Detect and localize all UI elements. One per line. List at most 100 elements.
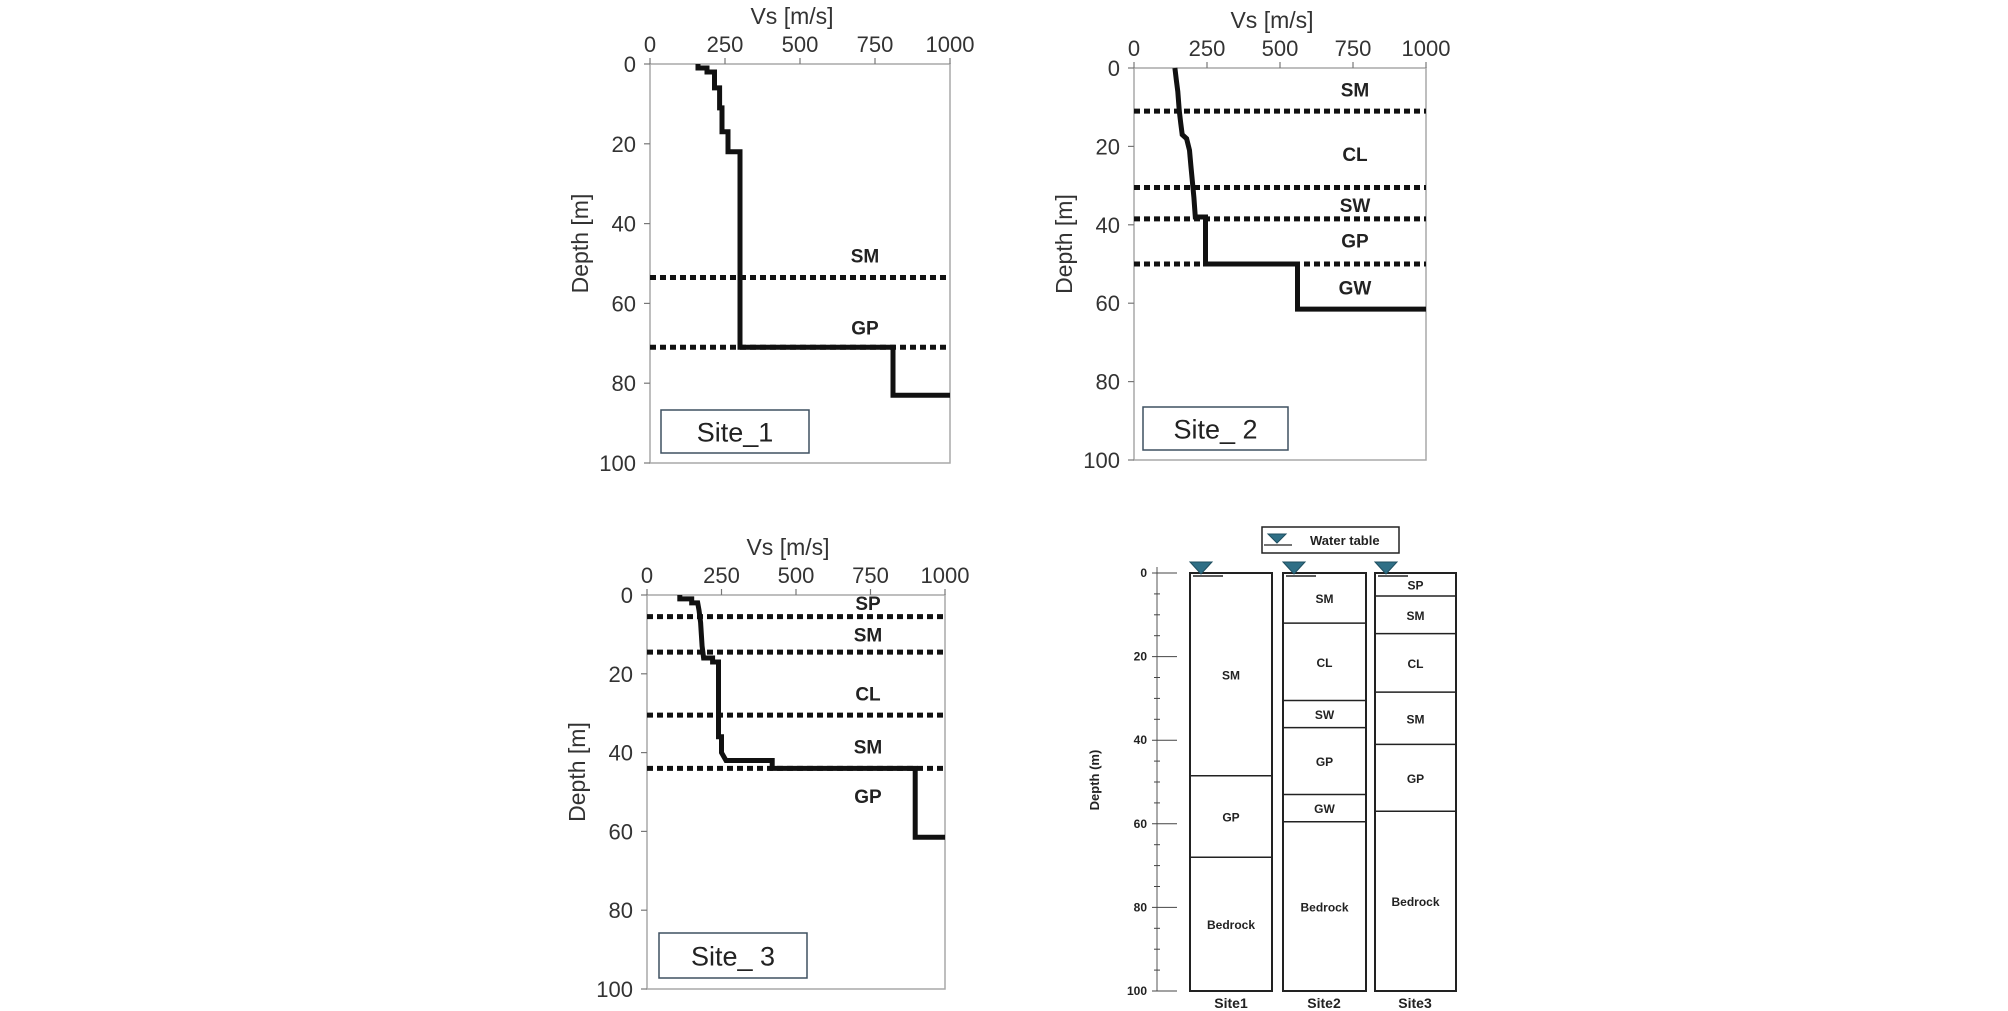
x-tick-label: 0 xyxy=(1128,36,1140,61)
soil-layer-label: SM xyxy=(1222,668,1240,682)
x-tick-label: 1000 xyxy=(926,32,975,57)
layer-label: CL xyxy=(1342,145,1368,166)
soil-layer-label: SP xyxy=(1407,578,1423,592)
soil-layer-label: GP xyxy=(1407,772,1424,786)
layer-label: SM xyxy=(1341,81,1370,102)
plot-frame xyxy=(649,63,951,464)
column-label: Site1 xyxy=(1214,995,1248,1011)
layer-label: GW xyxy=(1339,279,1372,300)
soil-layer-label: Bedrock xyxy=(1391,895,1439,909)
y-tick-label: 80 xyxy=(612,371,636,396)
column-label: Site3 xyxy=(1398,995,1432,1011)
water-table-icon xyxy=(1266,533,1288,544)
y-axis-label: Depth [m] xyxy=(567,194,593,294)
soil-layer-label: SM xyxy=(1407,609,1425,623)
soil-column-chart: 0 20 40 60 80 100 Depth (m) Water table SM GP Bedr… xyxy=(1087,526,1457,1011)
layer-label: GP xyxy=(851,318,879,339)
y-tick-label: 60 xyxy=(612,291,636,316)
y-tick-label: 60 xyxy=(1096,291,1120,316)
y-axis-label: Depth [m] xyxy=(564,722,590,822)
y-tick-label: 0 xyxy=(624,52,636,77)
site2-vs-chart: 0 250 500 750 1000 Vs [m/s] 0 20 40 60 80 100 Depth … xyxy=(1051,7,1450,473)
depth-tick-label: 60 xyxy=(1134,817,1148,831)
x-tick-label: 750 xyxy=(1335,36,1372,61)
x-tick-label: 1000 xyxy=(921,563,970,588)
vs-profile-line xyxy=(695,64,950,398)
layer-label: CL xyxy=(855,685,881,706)
y-tick-label: 60 xyxy=(609,819,633,844)
y-tick-label: 100 xyxy=(1083,448,1120,473)
layer-label: SM xyxy=(854,738,883,759)
layer-label: SW xyxy=(1340,196,1371,217)
layer-label: GP xyxy=(854,787,882,808)
layer-label: SM xyxy=(851,247,880,268)
x-tick-label: 500 xyxy=(778,563,815,588)
y-tick-label: 40 xyxy=(612,212,636,237)
y-tick-label: 80 xyxy=(609,898,633,923)
y-tick-label: 40 xyxy=(609,741,633,766)
y-tick-label: 20 xyxy=(612,132,636,157)
water-table-marker xyxy=(1281,561,1307,575)
depth-tick-label: 40 xyxy=(1134,733,1148,747)
soil-layer-label: GP xyxy=(1222,810,1239,824)
soil-layer-label: SM xyxy=(1316,592,1334,606)
soil-layer-label: GW xyxy=(1314,802,1335,816)
soil-layer-label: GP xyxy=(1316,755,1333,769)
depth-tick-label: 80 xyxy=(1134,900,1148,914)
vs-profile-line xyxy=(677,595,945,840)
x-tick-label: 0 xyxy=(641,563,653,588)
site-label: Site_1 xyxy=(697,418,774,448)
y-tick-label: 80 xyxy=(1096,370,1120,395)
y-tick-label: 40 xyxy=(1096,213,1120,238)
x-axis-label: Vs [m/s] xyxy=(746,534,829,560)
soil-column xyxy=(1189,572,1273,992)
soil-layer-label: CL xyxy=(1408,657,1424,671)
depth-axis-label: Depth (m) xyxy=(1087,750,1102,811)
site-label: Site_ 3 xyxy=(691,942,775,972)
site-label-box xyxy=(1142,406,1289,451)
x-axis-label: Vs [m/s] xyxy=(1230,7,1313,33)
x-tick-label: 500 xyxy=(1262,36,1299,61)
site3-vs-chart: 0 250 500 750 1000 Vs [m/s] 0 20 40 60 80 100 Depth … xyxy=(564,534,969,1002)
soil-column xyxy=(1374,572,1457,992)
soil-layer-label: Bedrock xyxy=(1207,918,1255,932)
water-table-marker xyxy=(1373,561,1399,575)
y-tick-label: 100 xyxy=(599,451,636,476)
site1-vs-chart: 0 250 500 750 1000 Vs [m/s] 0 20 40 60 80 100 Depth … xyxy=(567,3,974,476)
column-label: Site2 xyxy=(1307,995,1341,1011)
site-label: Site_ 2 xyxy=(1173,415,1257,445)
x-tick-label: 750 xyxy=(857,32,894,57)
legend-label: Water table xyxy=(1310,533,1380,548)
x-tick-label: 0 xyxy=(644,32,656,57)
x-tick-label: 250 xyxy=(703,563,740,588)
soil-layer-label: SM xyxy=(1407,712,1425,726)
site-label-box xyxy=(658,932,808,979)
x-tick-label: 750 xyxy=(852,563,889,588)
x-axis-label: Vs [m/s] xyxy=(750,3,833,29)
layer-label: GP xyxy=(1341,231,1369,252)
x-tick-label: 250 xyxy=(707,32,744,57)
soil-layer-label: Bedrock xyxy=(1300,900,1348,914)
soil-layer-label: SW xyxy=(1315,708,1335,722)
layer-label: SM xyxy=(854,625,883,646)
site-label-box xyxy=(660,409,810,454)
y-tick-label: 20 xyxy=(1096,134,1120,159)
depth-tick-label: 0 xyxy=(1140,566,1147,580)
layer-label: SP xyxy=(855,594,881,615)
legend-box xyxy=(1261,526,1400,554)
y-tick-label: 20 xyxy=(609,662,633,687)
y-axis-label: Depth [m] xyxy=(1051,194,1077,294)
y-tick-label: 100 xyxy=(596,977,633,1002)
depth-tick-label: 20 xyxy=(1134,650,1148,664)
x-tick-label: 500 xyxy=(782,32,819,57)
y-tick-label: 0 xyxy=(1108,56,1120,81)
x-tick-label: 250 xyxy=(1189,36,1226,61)
soil-layer-label: CL xyxy=(1317,656,1333,670)
x-tick-label: 1000 xyxy=(1402,36,1451,61)
vs-profile-line xyxy=(1172,67,1426,312)
soil-column xyxy=(1282,572,1367,992)
water-table-marker xyxy=(1188,561,1214,575)
depth-tick-label: 100 xyxy=(1127,984,1147,998)
y-tick-label: 0 xyxy=(621,583,633,608)
